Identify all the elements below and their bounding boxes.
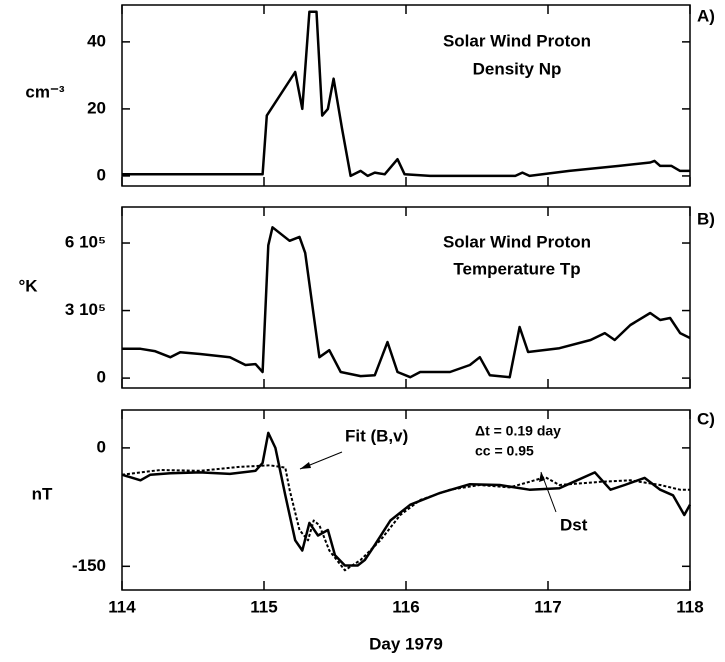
y-tick-label: 0 <box>97 165 106 184</box>
y-axis-label: cm⁻³ <box>25 82 65 101</box>
panel-label: B) <box>697 209 715 228</box>
x-tick-label: 116 <box>392 597 419 616</box>
x-axis-label: Day 1979 <box>369 634 443 653</box>
data-line <box>122 10 690 178</box>
y-tick-label: 40 <box>87 31 106 50</box>
y-tick-label: 6 10⁵ <box>65 233 106 252</box>
y-tick-label: 0 <box>97 437 106 456</box>
y-tick-label: 3 10⁵ <box>65 300 106 319</box>
dst-arrow-head <box>539 472 545 482</box>
x-tick-label: 118 <box>676 597 703 616</box>
panel-title: Solar Wind Proton <box>443 31 591 50</box>
panel-subtitle: Temperature Tp <box>453 259 580 278</box>
panel-subtitle: Density Np <box>473 59 562 78</box>
x-tick-label: 115 <box>250 597 277 616</box>
y-axis-label: °K <box>18 276 38 295</box>
y-tick-label: 0 <box>97 368 106 387</box>
data-line <box>122 226 691 379</box>
y-tick-label: -150 <box>72 556 106 575</box>
data-line <box>121 431 692 567</box>
y-tick-label: 20 <box>87 98 106 117</box>
panel-title: Solar Wind Proton <box>443 232 591 251</box>
series-label: Dst <box>560 515 588 534</box>
y-axis-label: nT <box>32 484 53 503</box>
panel-label: C) <box>697 409 715 428</box>
series-label: Fit (B,v) <box>345 426 408 445</box>
annotation: cc = 0.95 <box>475 443 534 459</box>
x-tick-label: 114 <box>108 597 136 616</box>
fit-arrow-head <box>300 462 311 469</box>
x-tick-label: 117 <box>534 597 561 616</box>
annotation: Δt = 0.19 day <box>475 423 561 439</box>
data-line <box>121 464 690 572</box>
plot-frame <box>121 4 691 187</box>
panel-label: A) <box>697 6 715 25</box>
plot-frame <box>121 206 691 389</box>
